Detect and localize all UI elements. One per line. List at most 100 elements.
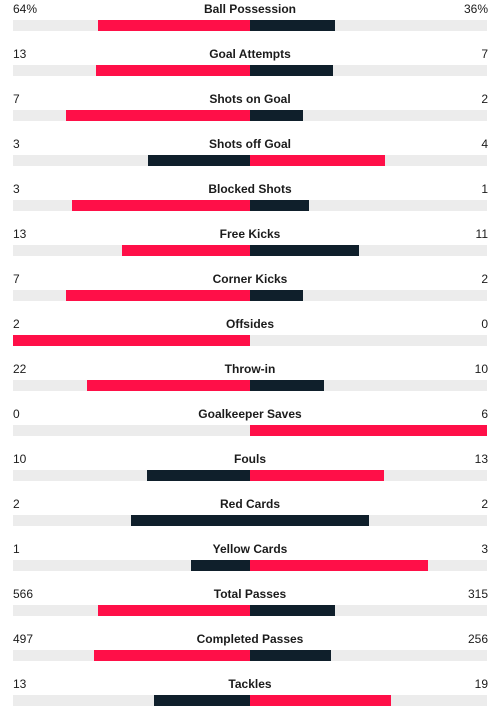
home-bar xyxy=(191,560,250,571)
away-value: 19 xyxy=(474,677,488,691)
home-bar xyxy=(87,380,250,391)
stat-label: Shots on Goal xyxy=(209,92,291,106)
stat-bar-track xyxy=(13,290,487,301)
away-value: 6 xyxy=(481,407,488,421)
away-bar xyxy=(250,20,335,31)
home-value: 10 xyxy=(13,452,27,466)
home-bar xyxy=(72,200,250,211)
stat-row: 497 Completed Passes 256 xyxy=(0,632,500,677)
away-bar xyxy=(250,380,324,391)
away-bar xyxy=(250,695,391,706)
stat-label: Goalkeeper Saves xyxy=(198,407,302,421)
away-value: 256 xyxy=(467,632,488,646)
stat-label: Ball Possession xyxy=(203,2,297,16)
stat-label: Total Passes xyxy=(213,587,287,601)
stat-row: 2 Offsides 0 xyxy=(0,317,500,362)
stat-row: 64% Ball Possession 36% xyxy=(0,2,500,47)
stat-bar-track xyxy=(13,695,487,706)
away-value: 4 xyxy=(481,137,488,151)
home-bar xyxy=(131,515,250,526)
stat-label: Fouls xyxy=(234,452,266,466)
away-bar xyxy=(250,470,384,481)
home-bar xyxy=(96,65,250,76)
stat-row: 3 Blocked Shots 1 xyxy=(0,182,500,227)
stat-bar-track xyxy=(13,20,487,31)
home-bar xyxy=(148,155,250,166)
home-bar xyxy=(66,110,250,121)
home-value: 7 xyxy=(13,272,20,286)
stat-bar-track xyxy=(13,425,487,436)
away-value: 2 xyxy=(481,272,488,286)
home-bar xyxy=(154,695,250,706)
stat-row: 7 Shots on Goal 2 xyxy=(0,92,500,137)
stat-row: 13 Goal Attempts 7 xyxy=(0,47,500,92)
home-bar xyxy=(66,290,250,301)
home-bar xyxy=(13,335,250,346)
stat-label: Corner Kicks xyxy=(212,272,288,286)
stat-bar-track xyxy=(13,380,487,391)
home-value: 566 xyxy=(13,587,34,601)
stat-row: 10 Fouls 13 xyxy=(0,452,500,497)
stat-row: 0 Goalkeeper Saves 6 xyxy=(0,407,500,452)
home-bar xyxy=(122,245,250,256)
stat-bar-track xyxy=(13,650,487,661)
away-value: 315 xyxy=(467,587,488,601)
away-bar xyxy=(250,560,428,571)
stat-label: Red Cards xyxy=(219,497,281,511)
home-value: 13 xyxy=(13,677,27,691)
home-bar xyxy=(98,605,250,616)
home-value: 7 xyxy=(13,92,20,106)
away-value: 36% xyxy=(463,2,488,16)
away-bar xyxy=(250,110,303,121)
stat-bar-track xyxy=(13,470,487,481)
stat-bar-track xyxy=(13,560,487,571)
stat-bar-track xyxy=(13,335,487,346)
match-statistics: 64% Ball Possession 36% 13 Goal Attempts 7 7 Sh… xyxy=(0,2,500,706)
home-value: 497 xyxy=(13,632,34,646)
home-value: 22 xyxy=(13,362,27,376)
away-bar xyxy=(250,290,303,301)
home-value: 3 xyxy=(13,182,20,196)
stat-bar-track xyxy=(13,65,487,76)
home-value: 3 xyxy=(13,137,20,151)
stat-label: Shots off Goal xyxy=(209,137,291,151)
stat-label: Yellow Cards xyxy=(212,542,288,556)
away-value: 2 xyxy=(481,497,488,511)
away-value: 1 xyxy=(481,182,488,196)
stat-bar-track xyxy=(13,200,487,211)
home-value: 0 xyxy=(13,407,20,421)
stat-bar-track xyxy=(13,110,487,121)
away-bar xyxy=(250,245,359,256)
stat-bar-track xyxy=(13,155,487,166)
stat-label: Goal Attempts xyxy=(209,47,291,61)
away-value: 10 xyxy=(474,362,488,376)
stat-row: 1 Yellow Cards 3 xyxy=(0,542,500,587)
stat-row: 3 Shots off Goal 4 xyxy=(0,137,500,182)
away-bar xyxy=(250,515,369,526)
stat-label: Free Kicks xyxy=(219,227,281,241)
home-value: 13 xyxy=(13,227,27,241)
stat-bar-track xyxy=(13,245,487,256)
away-value: 13 xyxy=(474,452,488,466)
stat-label: Blocked Shots xyxy=(208,182,292,196)
home-value: 13 xyxy=(13,47,27,61)
home-value: 1 xyxy=(13,542,20,556)
stat-row: 566 Total Passes 315 xyxy=(0,587,500,632)
away-value: 0 xyxy=(481,317,488,331)
stat-label: Completed Passes xyxy=(196,632,304,646)
stat-label: Throw-in xyxy=(224,362,276,376)
away-bar xyxy=(250,65,333,76)
away-value: 3 xyxy=(481,542,488,556)
home-bar xyxy=(98,20,250,31)
away-bar xyxy=(250,200,309,211)
stat-row: 13 Free Kicks 11 xyxy=(0,227,500,272)
away-value: 7 xyxy=(481,47,488,61)
home-bar xyxy=(147,470,250,481)
away-value: 11 xyxy=(475,227,488,241)
home-value: 2 xyxy=(13,317,20,331)
stat-bar-track xyxy=(13,605,487,616)
stat-label: Tackles xyxy=(228,677,272,691)
stat-label: Offsides xyxy=(225,317,274,331)
stat-row: 2 Red Cards 2 xyxy=(0,497,500,542)
stat-bar-track xyxy=(13,515,487,526)
